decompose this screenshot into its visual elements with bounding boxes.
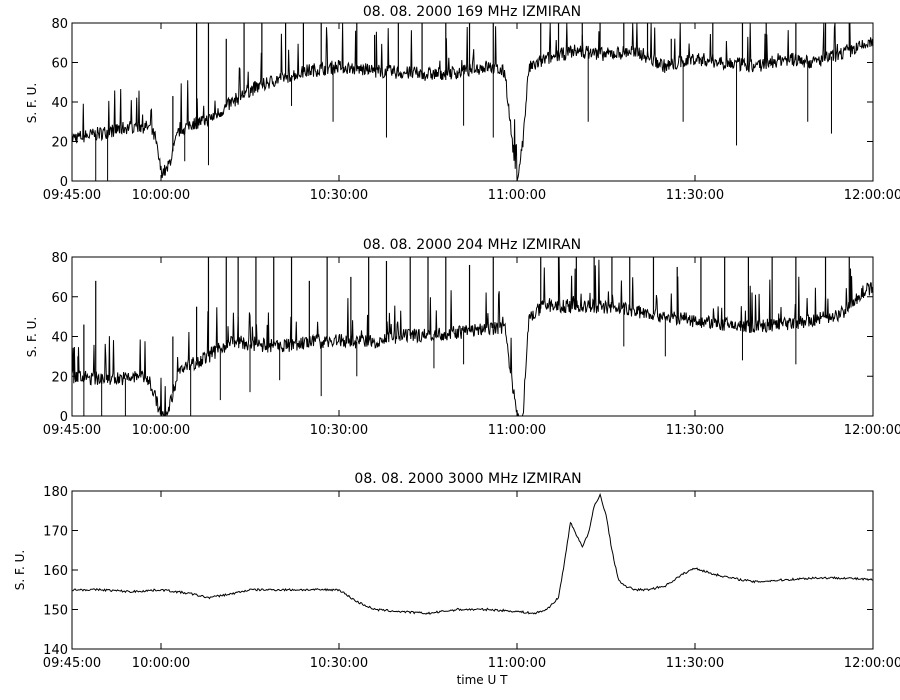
- x-tick-label: 11:00:00: [488, 423, 546, 438]
- series-line: [71, 256, 874, 417]
- series-line: [71, 22, 874, 182]
- y-axis-label: S. F. U.: [25, 317, 39, 357]
- x-tick-label: 10:30:00: [310, 423, 368, 438]
- y-tick-label: 0: [60, 175, 68, 190]
- x-tick-label: 09:45:00: [43, 188, 101, 203]
- y-axis-label: S. F. U.: [13, 550, 27, 590]
- plot-frame: [71, 256, 874, 417]
- x-tick-label: 12:00:00: [844, 423, 900, 438]
- x-tick-label: 11:30:00: [666, 188, 724, 203]
- x-tick-label: 12:00:00: [844, 656, 900, 671]
- x-axis-label: time U T: [457, 673, 509, 687]
- panel-title: 08. 08. 2000 3000 MHz IZMIRAN: [354, 471, 581, 487]
- y-tick-label: 60: [51, 291, 68, 306]
- y-tick-label: 160: [43, 564, 68, 579]
- x-tick-label: 10:00:00: [132, 188, 190, 203]
- x-tick-label: 11:00:00: [488, 188, 546, 203]
- panel-169-mhz: 08. 08. 2000 169 MHz IZMIRAN S. F. U. 09…: [25, 4, 900, 203]
- y-tick-label: 180: [43, 485, 68, 500]
- panel-204-mhz: 08. 08. 2000 204 MHz IZMIRAN S. F. U. 09…: [25, 237, 900, 438]
- y-tick-label: 60: [51, 57, 68, 72]
- panel-title: 08. 08. 2000 204 MHz IZMIRAN: [363, 237, 581, 253]
- x-tick-label: 10:00:00: [132, 423, 190, 438]
- y-tick-label: 170: [43, 525, 68, 540]
- series-line: [71, 492, 873, 615]
- x-tick-label: 11:00:00: [488, 656, 546, 671]
- y-tick-label: 80: [51, 17, 68, 32]
- x-tick-label: 10:30:00: [310, 188, 368, 203]
- x-tick-label: 10:30:00: [310, 656, 368, 671]
- y-tick-label: 20: [51, 370, 68, 385]
- x-tick-label: 11:30:00: [666, 656, 724, 671]
- x-tick-label: 09:45:00: [43, 423, 101, 438]
- panel-3000-mhz: 08. 08. 2000 3000 MHz IZMIRAN S. F. U. t…: [13, 471, 900, 687]
- x-tick-label: 11:30:00: [666, 423, 724, 438]
- y-tick-label: 20: [51, 136, 68, 151]
- y-axis-label: S. F. U.: [25, 83, 39, 123]
- x-tick-label: 10:00:00: [132, 656, 190, 671]
- y-tick-label: 40: [51, 96, 68, 111]
- x-tick-label: 09:45:00: [43, 656, 101, 671]
- y-tick-label: 0: [60, 410, 68, 425]
- y-tick-label: 140: [43, 643, 68, 658]
- panel-title: 08. 08. 2000 169 MHz IZMIRAN: [363, 4, 581, 20]
- plot-frame: [71, 22, 874, 182]
- y-tick-label: 150: [43, 604, 68, 619]
- plot-frame: [71, 490, 874, 650]
- x-tick-label: 12:00:00: [844, 188, 900, 203]
- y-tick-label: 80: [51, 251, 68, 266]
- y-tick-label: 40: [51, 331, 68, 346]
